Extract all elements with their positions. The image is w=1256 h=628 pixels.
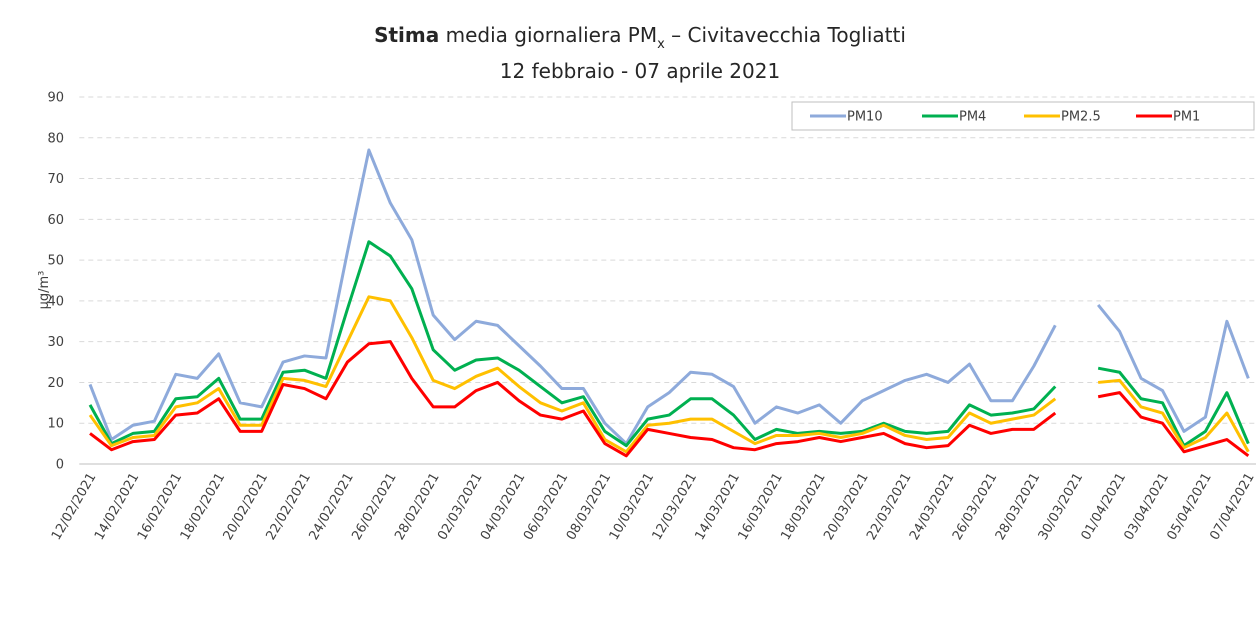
x-tick-label: 12/03/2021 — [650, 471, 700, 543]
series-line — [88, 295, 1250, 454]
x-tick-label: 08/03/2021 — [564, 471, 614, 543]
series-line — [89, 340, 1250, 458]
x-tick-label: 22/03/2021 — [864, 471, 914, 543]
x-tick-label: 14/03/2021 — [693, 471, 743, 543]
x-tick-label: 26/03/2021 — [950, 471, 1000, 543]
legend-label: PM10 — [847, 110, 883, 125]
y-tick-label: 20 — [47, 376, 64, 391]
legend-label: PM1 — [1173, 110, 1200, 125]
y-tick-label: 0 — [56, 458, 64, 473]
x-tick-label: 28/02/2021 — [392, 471, 442, 543]
x-tick-label: 07/04/2021 — [1207, 471, 1256, 543]
x-tick-label: 20/03/2021 — [821, 471, 871, 543]
x-tick-label: 12/02/2021 — [49, 471, 99, 543]
x-tick-label: 01/04/2021 — [1079, 471, 1129, 543]
y-tick-label: 10 — [47, 417, 64, 432]
x-tick-label: 18/03/2021 — [778, 471, 828, 543]
x-tick-label: 05/04/2021 — [1164, 471, 1214, 543]
legend-label: PM4 — [959, 110, 986, 125]
series-line — [88, 148, 1250, 446]
legend-box — [791, 101, 1255, 131]
x-tick-label: 16/03/2021 — [735, 471, 785, 543]
chart-subtitle: 12 febbraio - 07 aprile 2021 — [500, 59, 780, 83]
title-text: media giornaliera PM — [439, 23, 657, 47]
title-rest: – Civitavecchia Togliatti — [665, 23, 906, 47]
x-tick-label: 24/02/2021 — [306, 471, 356, 543]
x-tick-label: 30/03/2021 — [1036, 471, 1086, 543]
x-tick-label: 16/02/2021 — [135, 471, 185, 543]
y-tick-label: 90 — [47, 91, 64, 106]
x-tick-label: 06/03/2021 — [521, 471, 571, 543]
y-tick-label: 80 — [47, 131, 64, 146]
x-tick-label: 10/03/2021 — [607, 471, 657, 543]
y-axis-label: µg/m³ — [37, 271, 52, 310]
x-tick-label: 20/02/2021 — [221, 471, 271, 543]
y-tick-label: 70 — [47, 172, 64, 187]
legend-label: PM2.5 — [1061, 110, 1101, 125]
series-line — [88, 240, 1250, 448]
x-tick-label: 24/03/2021 — [907, 471, 957, 543]
y-tick-label: 40 — [47, 294, 64, 309]
x-tick-label: 02/03/2021 — [435, 471, 485, 543]
title-bold: Stima — [374, 23, 439, 47]
x-tick-label: 04/03/2021 — [478, 471, 528, 543]
y-tick-label: 30 — [47, 335, 64, 350]
title-subscript: x — [657, 37, 665, 52]
y-tick-label: 60 — [47, 213, 64, 228]
x-tick-label: 22/02/2021 — [264, 471, 314, 543]
y-tick-label: 50 — [47, 254, 64, 269]
chart-title: Stima media giornaliera PMx – Civitavecc… — [374, 23, 906, 52]
x-tick-label: 28/03/2021 — [993, 471, 1043, 543]
x-tick-label: 26/02/2021 — [349, 471, 399, 543]
x-tick-label: 14/02/2021 — [92, 471, 142, 543]
x-tick-label: 18/02/2021 — [178, 471, 228, 543]
x-tick-label: 03/04/2021 — [1122, 471, 1172, 543]
